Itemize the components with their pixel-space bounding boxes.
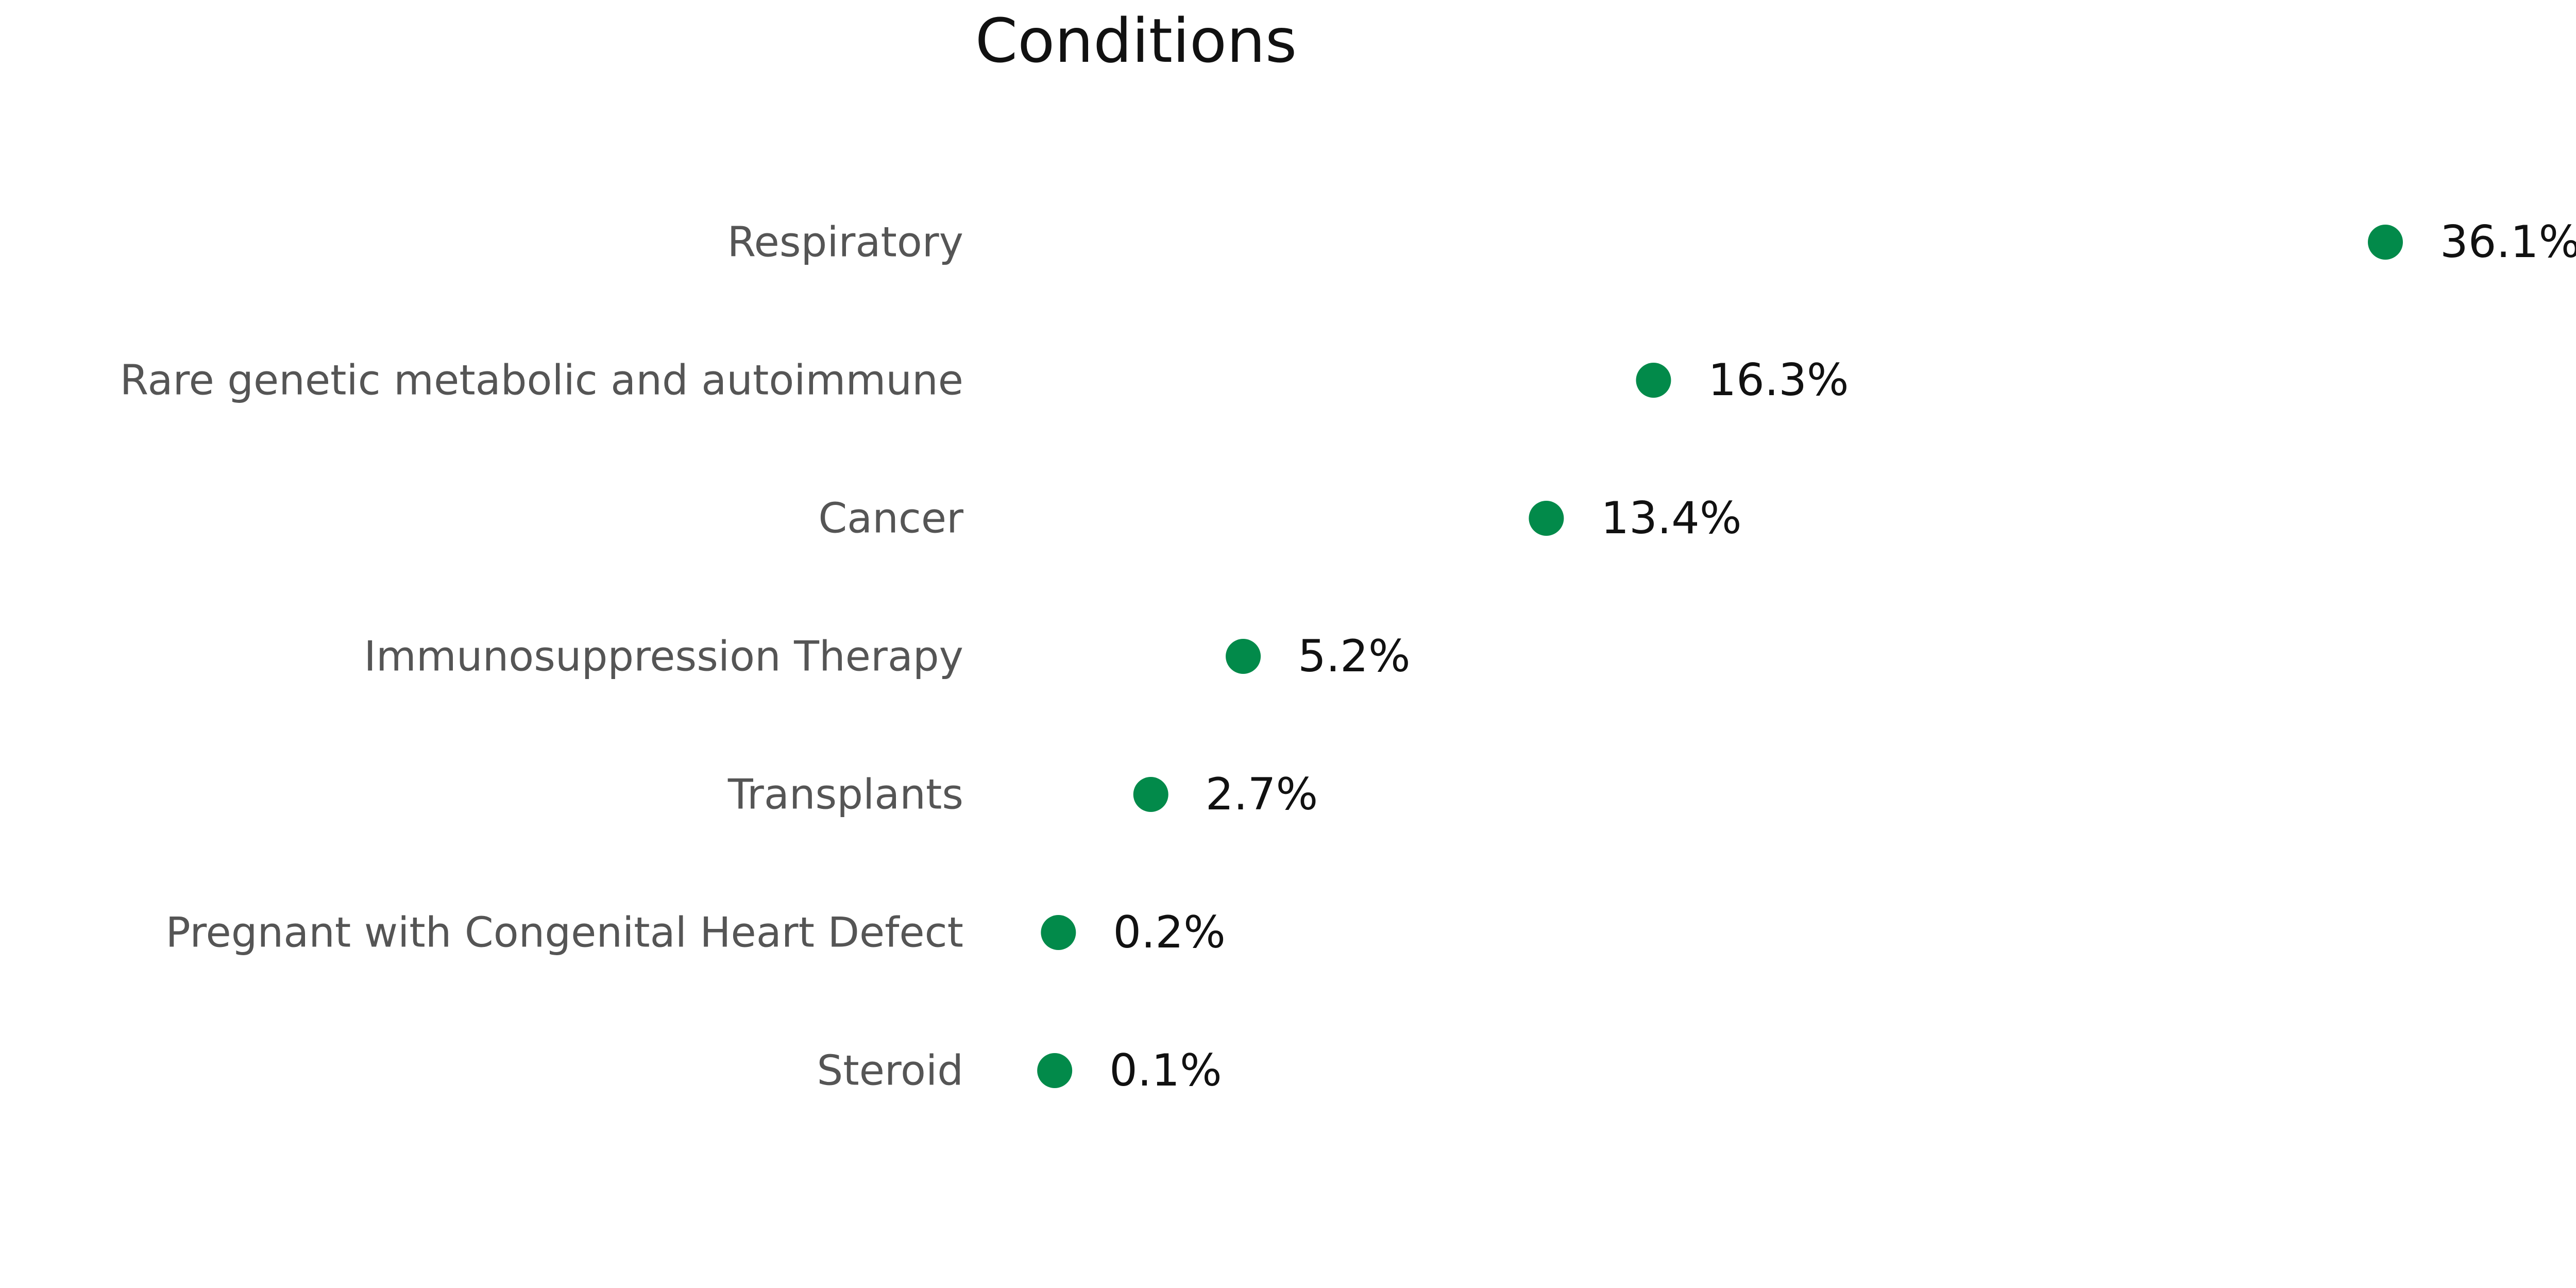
data-point xyxy=(1041,915,1076,950)
value-label: 5.2% xyxy=(1298,631,1411,682)
data-point xyxy=(1133,777,1168,812)
data-point xyxy=(1037,1053,1073,1088)
data-point xyxy=(1226,639,1261,674)
data-point xyxy=(2368,225,2403,260)
data-point xyxy=(1636,363,1671,398)
category-label: Steroid xyxy=(817,1047,963,1095)
value-label: 36.1% xyxy=(2440,216,2576,268)
value-label: 13.4% xyxy=(1601,493,1741,544)
category-label: Transplants xyxy=(727,771,963,819)
category-label: Immunosuppression Therapy xyxy=(364,633,963,681)
chart-rows: Respiratory 36.1% Rare genetic metabolic a… xyxy=(120,216,2576,1096)
category-label: Respiratory xyxy=(727,218,963,266)
chart-title: Conditions xyxy=(975,5,1297,76)
category-label: Rare genetic metabolic and autoimmune xyxy=(120,357,963,404)
value-label: 2.7% xyxy=(1206,769,1318,820)
category-label: Pregnant with Congenital Heart Defect xyxy=(166,909,963,957)
value-label: 0.1% xyxy=(1109,1045,1222,1096)
value-label: 16.3% xyxy=(1708,354,1849,406)
category-label: Cancer xyxy=(818,495,963,543)
data-point xyxy=(1529,501,1564,536)
value-label: 0.2% xyxy=(1113,907,1226,958)
